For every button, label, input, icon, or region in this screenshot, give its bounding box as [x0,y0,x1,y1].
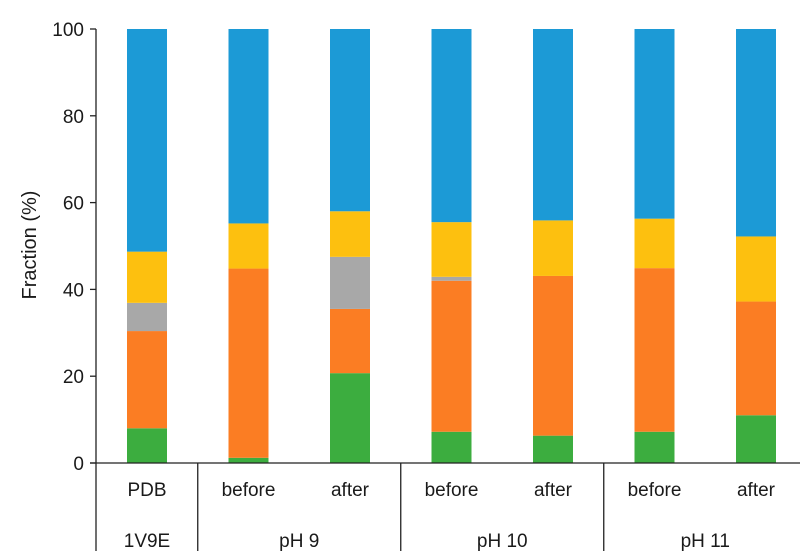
bar-segment-5-3 [634,218,675,269]
y-axis-title: Fraction (%) [19,191,41,300]
bar-segment-4-3 [533,220,573,276]
bar-segment-5-4 [634,29,675,219]
bar-segment-3-4 [431,29,472,223]
bar-segment-6-1 [736,301,776,416]
y-tick-label-3: 60 [63,194,84,215]
group-label-3: pH 11 [681,531,730,551]
bar-segment-1-0 [228,457,269,463]
bar-segment-2-2 [330,256,370,309]
y-tick-label-5: 100 [52,20,84,41]
bar-segment-2-0 [330,373,370,463]
y-tick-label-4: 80 [63,107,84,128]
bar-segment-3-0 [431,431,472,463]
category-label-1: before [222,480,276,501]
labels-layer: 0 20 40 60 80 100 PDB before after before after bef… [52,20,775,551]
bar-segment-5-0 [634,431,675,463]
category-label-3: before [425,480,479,501]
group-label-2: pH 10 [477,531,528,551]
y-tick-label-1: 20 [63,367,84,388]
bar-segment-3-3 [431,222,472,277]
category-label-0: PDB [127,480,166,501]
group-label-0: 1V9E [124,531,170,551]
bar-segment-4-1 [533,275,573,436]
y-tick-label-2: 40 [63,280,84,301]
bar-segment-1-4 [228,29,269,224]
bar-segment-1-3 [228,223,269,269]
category-label-2: after [331,480,370,501]
bar-segment-0-2 [127,302,167,332]
bar-segment-4-0 [533,435,573,463]
bar-segment-6-0 [736,415,776,463]
bar-segment-0-3 [127,251,167,303]
bar-segment-0-1 [127,331,167,429]
axes-layer [90,28,800,551]
category-label-4: after [534,480,573,501]
bars-layer [127,29,776,463]
category-label-6: after [737,480,776,501]
bar-segment-6-4 [736,29,776,237]
bar-segment-3-2 [431,276,472,281]
bar-segment-2-4 [330,29,370,212]
bar-segment-6-3 [736,236,776,302]
y-tick-label-0: 0 [73,454,84,475]
bar-segment-2-1 [330,308,370,374]
bar-segment-4-4 [533,29,573,221]
group-label-1: pH 9 [279,531,319,551]
bar-segment-0-0 [127,428,167,463]
bar-segment-3-1 [431,280,472,432]
bar-segment-1-1 [228,268,269,458]
bar-segment-0-4 [127,29,167,252]
bar-segment-5-1 [634,268,675,432]
bar-segment-2-3 [330,211,370,257]
category-label-5: before [628,480,682,501]
